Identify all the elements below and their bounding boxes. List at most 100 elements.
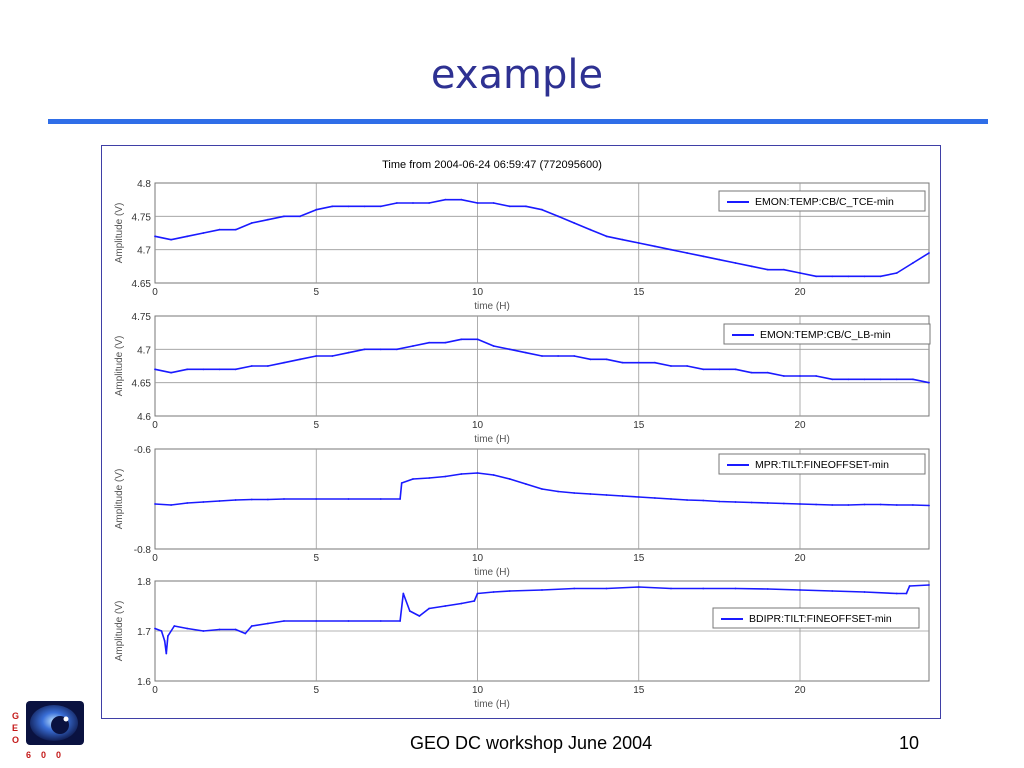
data-point: [702, 587, 705, 590]
data-point: [766, 588, 769, 590]
data-point: [186, 502, 189, 504]
logo-letter: G: [12, 711, 20, 721]
data-point: [299, 215, 302, 218]
data-point: [895, 504, 898, 506]
data-point: [718, 500, 721, 503]
data-point: [766, 371, 769, 374]
data-point: [399, 620, 401, 622]
data-point: [702, 499, 705, 502]
data-point: [905, 592, 908, 595]
x-tick-label: 15: [633, 420, 645, 431]
charts-canvas: Time from 2004-06-24 06:59:47 (772095600…: [114, 159, 931, 710]
data-point: [541, 355, 543, 357]
data-point: [879, 503, 882, 506]
data-point: [573, 355, 576, 357]
data-point: [541, 589, 543, 591]
data-point: [412, 478, 414, 480]
data-point: [508, 348, 511, 351]
data-point: [202, 232, 205, 234]
data-point: [395, 202, 398, 204]
data-point: [363, 205, 366, 208]
data-point: [186, 368, 189, 371]
y-axis-label: Amplitude (V): [114, 203, 125, 264]
chart-panel: 0 5 10 15 20 1.6 1.7 1.8 time (H) Amplitude (V) BD…: [114, 577, 930, 710]
x-tick-label: 10: [472, 420, 484, 431]
data-point: [702, 368, 705, 371]
data-point: [766, 268, 769, 271]
data-point: [154, 235, 156, 238]
x-axis-label: time (H): [474, 567, 510, 578]
geo600-logo-graphic: [26, 701, 84, 745]
data-point: [589, 228, 592, 231]
data-point: [186, 235, 189, 238]
data-point: [718, 258, 721, 261]
y-tick-label: 4.7: [137, 345, 151, 356]
data-point: [379, 205, 382, 208]
x-tick-label: 0: [152, 685, 158, 696]
x-axis-label: time (H): [474, 434, 510, 445]
data-point: [379, 348, 382, 351]
data-point: [299, 358, 302, 361]
data-point: [476, 202, 479, 204]
data-point: [637, 586, 640, 588]
data-point: [408, 610, 411, 612]
data-point: [847, 378, 850, 381]
data-point: [244, 632, 247, 635]
data-point: [418, 615, 421, 617]
x-tick-label: 5: [313, 287, 319, 298]
x-tick-label: 15: [633, 685, 645, 696]
data-point: [799, 503, 801, 505]
data-point: [908, 585, 911, 587]
data-point: [428, 341, 431, 344]
y-tick-label: 4.65: [132, 379, 152, 390]
data-point: [202, 368, 205, 371]
data-point: [202, 501, 205, 503]
data-point: [202, 630, 205, 632]
data-point: [160, 630, 163, 632]
y-axis-label: Amplitude (V): [114, 601, 125, 662]
x-tick-label: 5: [313, 420, 319, 431]
data-point: [492, 474, 495, 476]
data-point: [395, 348, 398, 351]
data-point: [444, 198, 447, 201]
data-point: [170, 504, 173, 506]
data-point: [911, 378, 914, 381]
data-point: [686, 365, 689, 367]
data-point: [347, 351, 350, 354]
data-point: [167, 635, 169, 637]
x-axis-label: time (H): [474, 301, 510, 312]
data-point: [347, 620, 350, 622]
logo-letter: 0: [41, 750, 47, 760]
data-point: [412, 345, 414, 347]
data-point: [154, 368, 156, 371]
data-point: [573, 492, 576, 494]
data-point: [412, 202, 414, 204]
data-point: [266, 622, 269, 625]
data-point: [173, 625, 176, 627]
data-point: [879, 378, 882, 381]
data-point: [379, 498, 382, 500]
data-point: [928, 252, 930, 254]
data-point: [734, 262, 737, 264]
data-point: [928, 381, 930, 384]
data-point: [402, 592, 405, 595]
footer-label: GEO DC workshop June 2004: [410, 733, 653, 753]
x-tick-label: 0: [152, 553, 158, 564]
data-point: [799, 272, 801, 274]
slide-title: example: [430, 52, 604, 98]
data-point: [879, 275, 882, 278]
data-point: [911, 262, 914, 264]
data-point: [637, 242, 640, 244]
chart-panel: Time from 2004-06-24 06:59:47 (772095600…: [114, 159, 930, 312]
legend-label: BDIPR:TILT:FINEOFFSET-min: [749, 613, 892, 625]
data-point: [315, 620, 318, 622]
data-point: [250, 365, 253, 367]
data-point: [799, 375, 801, 377]
data-point: [621, 361, 624, 364]
figure-frame: Time from 2004-06-24 06:59:47 (772095600…: [101, 145, 941, 719]
data-point: [347, 498, 350, 500]
data-point: [492, 345, 495, 347]
data-point: [734, 587, 737, 590]
data-point: [766, 502, 769, 504]
data-point: [718, 368, 721, 371]
